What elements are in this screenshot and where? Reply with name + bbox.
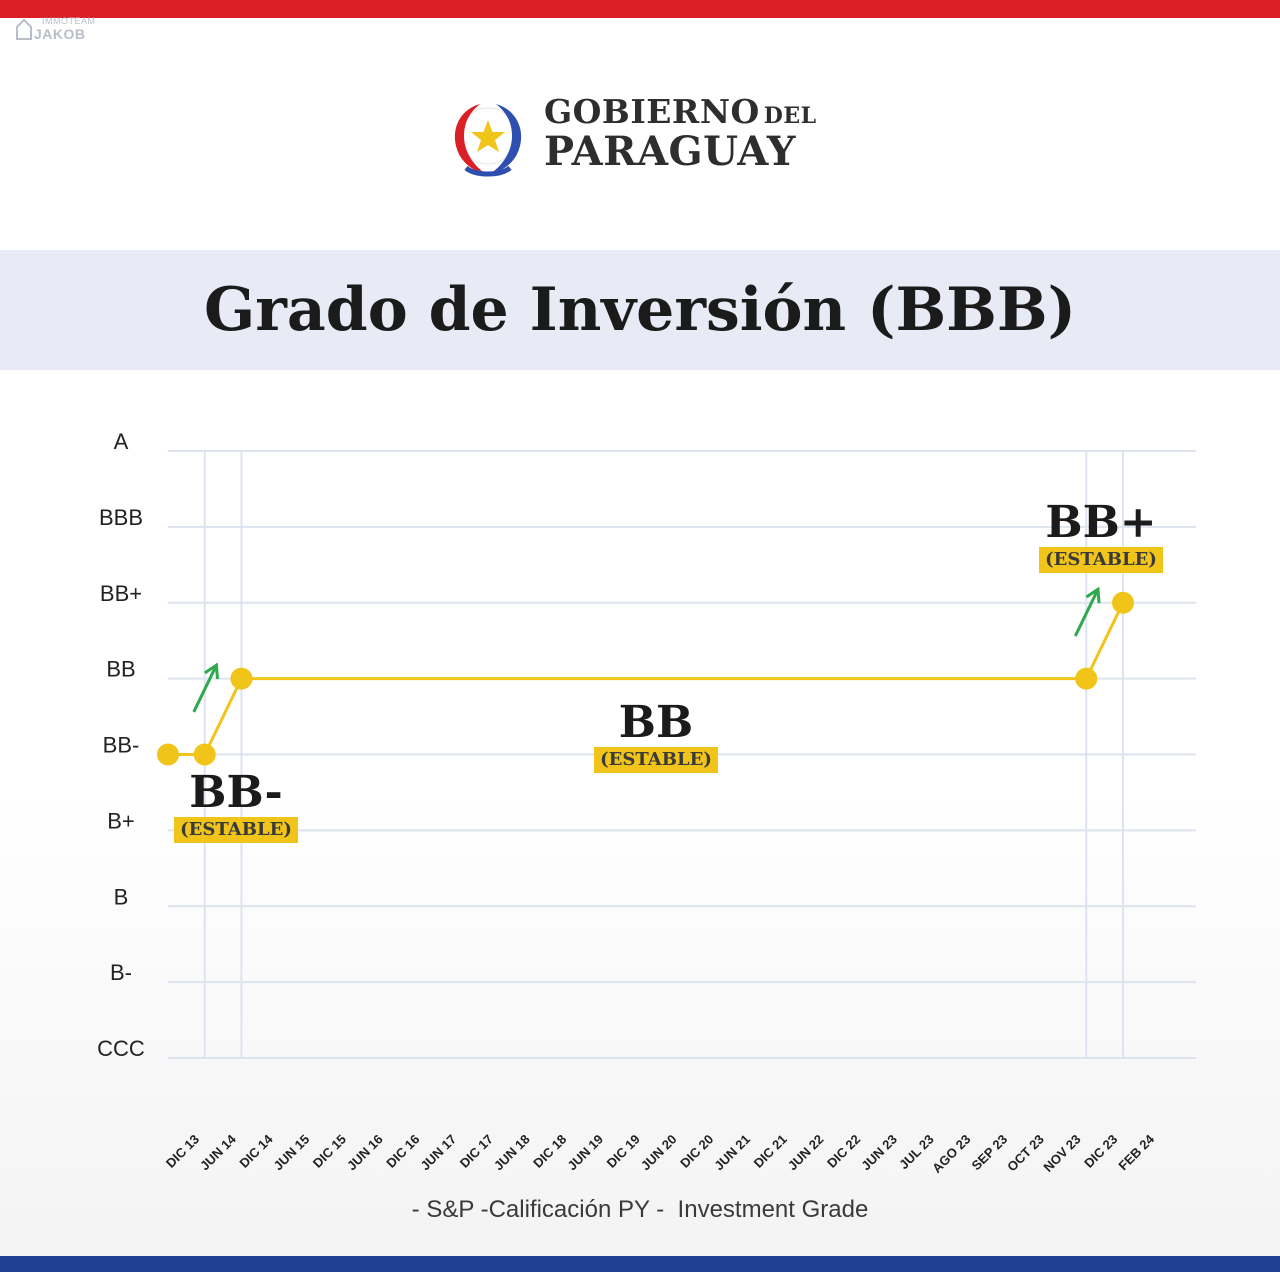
x-tick-label: JUN 17: [417, 1132, 459, 1174]
y-tick-label: BB+: [100, 581, 142, 606]
upgrade-arrow-head: [1085, 586, 1101, 604]
x-tick-label: DIC 22: [824, 1132, 863, 1171]
upgrade-arrow-head: [204, 662, 219, 680]
annotation-bb: BB (ESTABLE): [556, 696, 756, 773]
upgrade-arrow: [192, 664, 218, 713]
y-tick-label: BB-: [103, 733, 140, 758]
x-tick-label: JUN 18: [491, 1132, 533, 1174]
x-tick-label: JUN 22: [785, 1132, 827, 1174]
x-tick-label: JUN 23: [858, 1132, 900, 1174]
x-tick-label: DIC 23: [1081, 1132, 1120, 1171]
x-tick-label: JUN 16: [344, 1132, 386, 1174]
x-tick-label: DIC 20: [677, 1132, 716, 1171]
x-tick-label: JUN 21: [711, 1132, 753, 1174]
x-tick-label: DIC 14: [236, 1131, 276, 1171]
x-tick-label: DIC 21: [751, 1132, 790, 1171]
title-band: [0, 250, 1280, 370]
x-tick-label: DIC 18: [530, 1132, 569, 1171]
government-logo: GOBIERNO DEL PARAGUAY: [440, 86, 840, 186]
data-point: [1112, 591, 1134, 614]
annotation-outlook: (ESTABLE): [594, 746, 718, 773]
x-tick-label: OCT 23: [1004, 1132, 1047, 1175]
y-tick-label: BB: [106, 657, 135, 682]
logo-line1-small: DEL: [763, 103, 817, 129]
logo-line2: PARAGUAY: [544, 128, 796, 175]
x-tick-label: JUN 19: [564, 1132, 606, 1174]
x-tick-label: DIC 15: [310, 1132, 349, 1171]
data-point: [1075, 667, 1098, 690]
x-tick-label: DIC 19: [604, 1132, 643, 1171]
chart-title: Grado de Inversión (BBB): [204, 275, 1076, 345]
bottom-blue-bar: [0, 1256, 1280, 1272]
annotation-bb-plus: BB+ (ESTABLE): [1001, 496, 1201, 573]
house-icon: [16, 18, 32, 40]
y-tick-label: BBB: [99, 505, 143, 530]
annotation-outlook: (ESTABLE): [1039, 546, 1163, 573]
upgrade-arrow: [1073, 588, 1100, 637]
x-tick-label: FEB 24: [1115, 1131, 1157, 1173]
x-tick-label: SEP 23: [969, 1132, 1011, 1174]
annotation-rating: BB: [618, 696, 694, 748]
y-tick-label: CCC: [97, 1036, 145, 1061]
y-tick-label: B+: [107, 808, 135, 833]
annotation-rating: BB-: [189, 766, 283, 818]
logo-line1: GOBIERNO DEL: [544, 92, 817, 131]
x-tick-label: JUN 15: [271, 1132, 313, 1174]
data-point: [230, 667, 253, 690]
x-tick-label: DIC 17: [457, 1132, 496, 1171]
watermark-line1: IMMOTEAM: [42, 16, 96, 26]
annotation-bb-minus: BB- (ESTABLE): [136, 766, 336, 843]
source-note: - S&P -Calificación PY - Investment Grad…: [411, 1196, 869, 1223]
x-tick-label: JUN 20: [638, 1132, 680, 1174]
logo-line1-text: GOBIERNO: [544, 92, 760, 131]
top-red-bar: [0, 0, 1280, 18]
paraguay-seal-icon: [454, 104, 522, 177]
y-tick-label: A: [114, 429, 129, 454]
y-tick-label: B-: [110, 960, 132, 985]
x-tick-label: DIC 16: [383, 1132, 422, 1171]
x-tick-label: NOV 23: [1040, 1132, 1083, 1175]
data-point: [193, 743, 216, 766]
watermark: IMMOTEAM JAKOB: [16, 16, 126, 46]
x-tick-label: JUN 14: [197, 1131, 239, 1173]
x-tick-label: DIC 13: [163, 1132, 202, 1171]
x-tick-label: AGO 23: [929, 1132, 973, 1176]
series-line: [168, 602, 1125, 756]
annotation-rating: BB+: [1045, 496, 1157, 548]
annotation-outlook: (ESTABLE): [174, 816, 298, 843]
data-point: [157, 743, 179, 766]
watermark-line2: JAKOB: [34, 26, 86, 42]
y-tick-label: B: [114, 884, 129, 909]
